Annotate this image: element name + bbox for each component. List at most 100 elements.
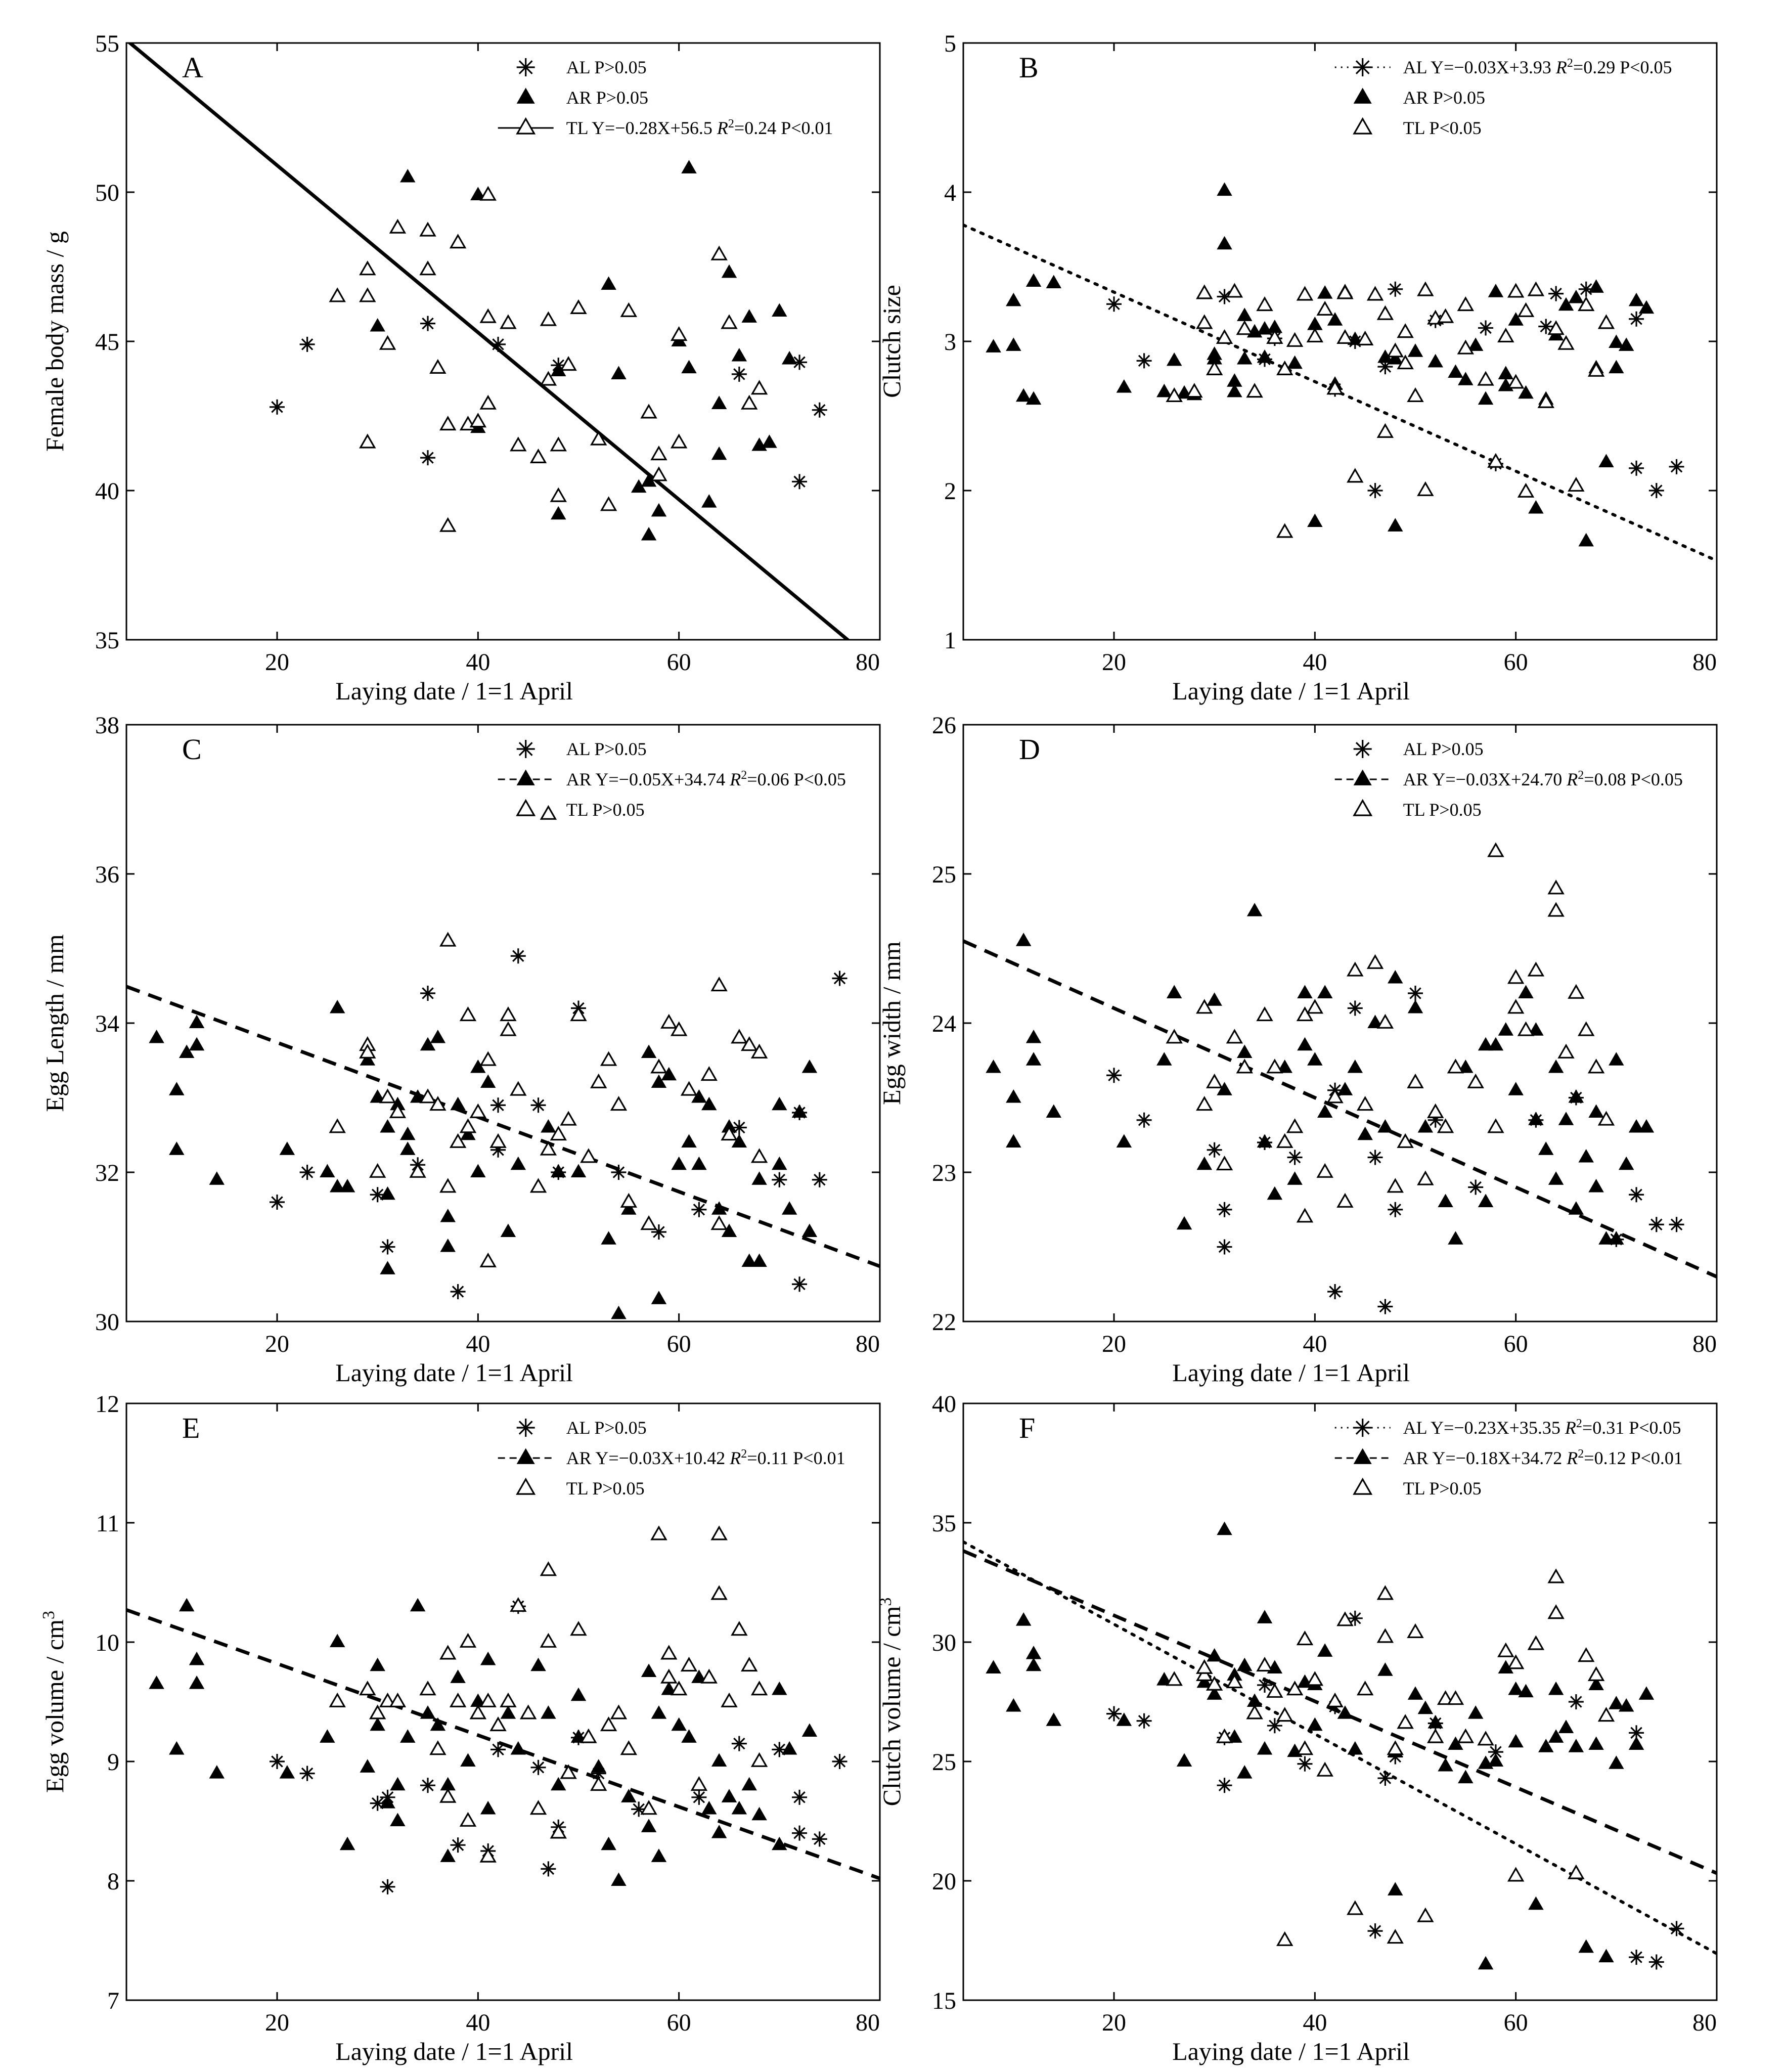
data-point <box>400 168 416 183</box>
data-point <box>1296 286 1314 301</box>
data-point <box>1537 393 1554 408</box>
series-ar <box>986 903 1655 1245</box>
data-point <box>189 1015 205 1029</box>
data-point <box>711 1201 727 1215</box>
legend-item-al: AL Y=−0.23X+35.35 R2=0.31 P<0.05 <box>1334 1417 1681 1438</box>
data-point <box>680 1656 698 1672</box>
data-point <box>1528 1896 1544 1910</box>
legend-label: AL P>0.05 <box>566 1418 647 1438</box>
data-point <box>1376 1585 1394 1600</box>
data-point <box>1628 1736 1644 1750</box>
data-point <box>410 1089 426 1103</box>
data-point <box>380 1879 395 1894</box>
data-point <box>489 1133 507 1148</box>
data-point <box>1226 1673 1243 1689</box>
legend-label: AR P>0.05 <box>1403 87 1485 108</box>
data-point <box>1547 1568 1565 1583</box>
data-point <box>389 218 407 234</box>
data-point <box>450 1284 466 1299</box>
data-point <box>1467 337 1484 351</box>
data-point <box>529 448 547 464</box>
data-point <box>781 1741 797 1755</box>
legend-item-al: AL Y=−0.03X+3.93 R2=0.29 P<0.05 <box>1334 57 1672 77</box>
panel-label: A <box>182 51 203 84</box>
data-point <box>1317 985 1333 999</box>
data-point <box>721 1126 738 1141</box>
data-point <box>661 1681 677 1695</box>
data-point <box>420 1705 436 1719</box>
data-point <box>459 1812 477 1827</box>
data-point <box>420 986 435 1001</box>
data-point <box>792 1789 808 1805</box>
legend-label: AL P>0.05 <box>566 57 647 77</box>
data-point <box>601 1231 616 1245</box>
series-al <box>1106 986 1684 1314</box>
data-point <box>359 433 376 449</box>
data-point <box>1196 999 1213 1014</box>
y-tick-label: 35 <box>95 627 119 654</box>
plot-frame <box>962 1402 1718 2001</box>
data-point <box>1387 1929 1404 1944</box>
data-point <box>1648 1954 1664 1970</box>
data-point <box>1307 1052 1323 1066</box>
data-point <box>541 1705 556 1719</box>
data-point <box>479 186 497 201</box>
data-point <box>510 1081 527 1096</box>
data-point <box>1457 339 1475 355</box>
data-point <box>641 1663 657 1678</box>
data-point <box>1276 523 1293 538</box>
x-tick-label: 20 <box>1102 649 1126 676</box>
data-point <box>419 222 436 237</box>
legend: AL Y=−0.23X+35.35 R2=0.31 P<0.05 AR Y=−0.… <box>1334 1417 1683 1498</box>
data-point <box>419 1681 436 1696</box>
data-point <box>1487 842 1504 857</box>
data-point <box>1578 1647 1595 1662</box>
y-tick-label: 24 <box>932 1010 956 1037</box>
series-tl <box>329 805 768 1267</box>
data-point <box>1488 284 1504 297</box>
data-point <box>1367 1150 1383 1165</box>
panel-label: F <box>1019 1412 1035 1444</box>
data-point <box>1257 1741 1273 1755</box>
legend-item-ar: AR Y=−0.18X+34.72 R2=0.12 P<0.01 <box>1334 1447 1683 1468</box>
data-point <box>541 1119 556 1133</box>
data-point <box>1547 879 1565 895</box>
data-point <box>169 1741 185 1755</box>
data-point <box>1397 1714 1414 1729</box>
data-point <box>1256 1006 1273 1022</box>
x-tick-label: 40 <box>1303 2009 1327 2036</box>
x-tick-label: 60 <box>1504 2009 1528 2036</box>
data-point <box>701 1096 717 1111</box>
y-tick-label: 25 <box>932 861 956 888</box>
data-point <box>1407 1686 1423 1700</box>
x-tick-label: 80 <box>856 649 880 676</box>
data-point <box>832 971 847 986</box>
data-point <box>1006 292 1021 306</box>
y-tick-label: 36 <box>95 861 119 888</box>
data-point <box>1136 353 1152 369</box>
data-point <box>1568 984 1585 999</box>
data-point <box>470 1164 486 1178</box>
data-point <box>460 1126 476 1140</box>
data-point <box>1387 342 1404 358</box>
data-point <box>1347 1000 1363 1016</box>
data-point <box>1478 1194 1494 1208</box>
data-point <box>1508 1734 1524 1748</box>
panel-a: 20 40 60 80 35 40 45 50 55 Laying date / 1=1 Apri… <box>40 30 881 705</box>
data-point <box>1598 1949 1614 1963</box>
legend-item-tl: TL P>0.05 <box>516 799 645 820</box>
data-point <box>1547 902 1565 917</box>
data-point <box>1025 1029 1042 1043</box>
data-point <box>439 932 457 947</box>
data-point <box>439 1788 457 1803</box>
data-point <box>1246 383 1263 398</box>
data-point <box>650 445 667 461</box>
data-point <box>270 1195 285 1210</box>
legend-item-al: AL P>0.05 <box>1353 739 1484 759</box>
data-point <box>299 1766 315 1781</box>
data-point <box>671 1156 687 1170</box>
data-point <box>750 1148 768 1163</box>
data-point <box>1106 1068 1122 1083</box>
data-point <box>479 1252 497 1267</box>
data-point <box>792 1276 808 1292</box>
